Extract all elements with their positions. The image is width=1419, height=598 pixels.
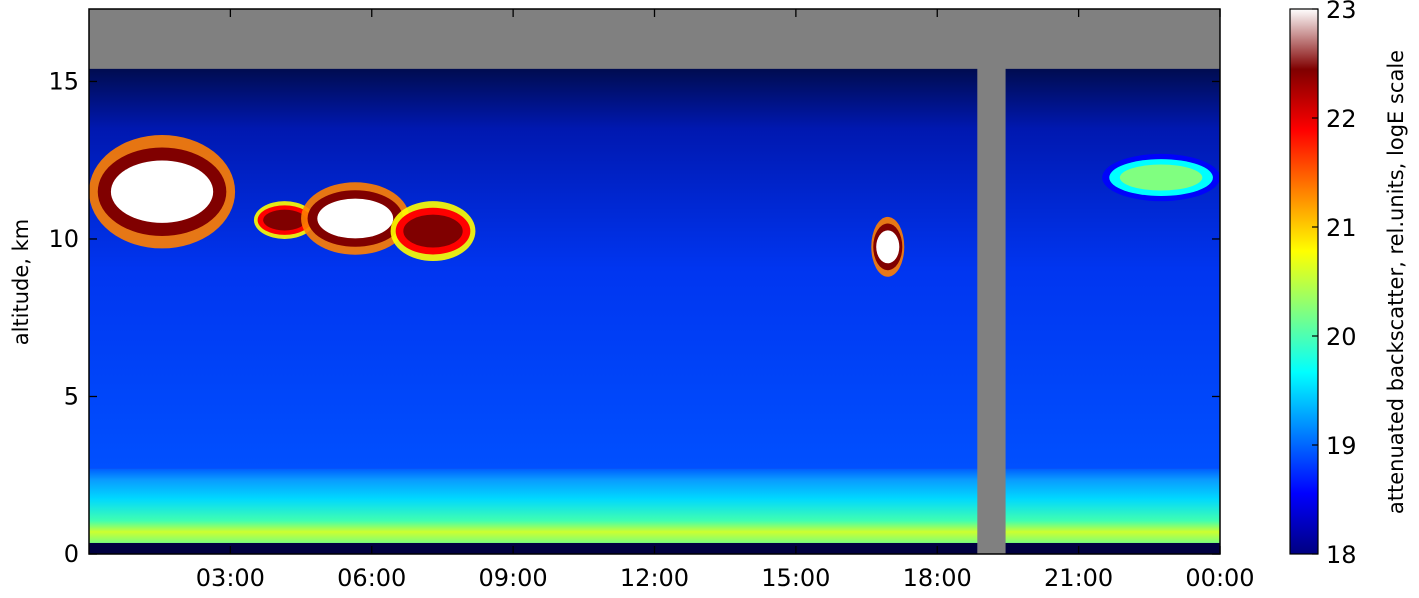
cloud-layer-core [876,230,900,264]
x-tick-label: 15:00 [761,564,830,592]
x-tick-label: 18:00 [903,564,972,592]
x-tick-label: 09:00 [479,564,548,592]
plot-area [89,9,1220,554]
x-tick-label: 06:00 [337,564,406,592]
colorbar-tick-label: 18 [1326,541,1357,569]
x-tick-label: 12:00 [620,564,689,592]
colorbar-tick-label: 20 [1326,323,1357,351]
y-tick-label: 15 [48,67,79,95]
cloud-layer-core [1119,164,1203,191]
y-axis: 0 5 10 15 [48,67,1220,568]
y-axis-label: altitude, km [9,219,33,346]
free-troposphere-band [89,68,1220,469]
x-axis: 03:00 06:00 09:00 12:00 15:00 18:00 21:00 00:00 [196,9,1255,592]
colorbar-tick-label: 21 [1326,214,1357,242]
colorbar-axis: 18 19 20 21 22 23 [1312,0,1357,569]
cloud-layer-core [110,160,214,223]
cloud-layer-core [263,209,307,231]
x-tick-label: 00:00 [1185,564,1254,592]
colorbar-tick-label: 19 [1326,432,1357,460]
colorbar-label: attenuated backscatter, rel.units, logE … [1384,50,1408,514]
cloud-layer-core [403,214,463,248]
colorbar [1289,8,1319,555]
y-tick-label: 0 [64,540,79,568]
y-tick-label: 5 [64,382,79,410]
data-gap [977,9,1006,554]
y-tick-label: 10 [48,225,79,253]
cloud-layer-core [317,198,394,239]
colorbar-tick-label: 23 [1326,0,1357,24]
boundary-layer-band [89,468,1220,543]
x-tick-label: 21:00 [1044,564,1113,592]
x-tick-label: 03:00 [196,564,265,592]
colorbar-tick-label: 22 [1326,105,1357,133]
